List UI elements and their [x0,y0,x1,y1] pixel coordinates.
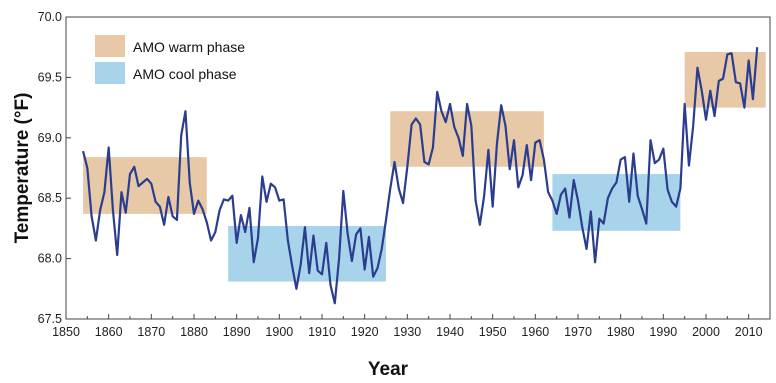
y-tick-label-68.5: 68.5 [38,191,62,205]
y-tick-label-68.0: 68.0 [38,252,62,266]
phase-box-warm-1 [83,157,207,214]
x-tick-label-1890: 1890 [223,325,251,339]
temperature-series-line [82,47,759,305]
y-axis: 67.5 68.0 68.5 69.0 69.5 70.0 [38,10,71,326]
x-tick-label-1910: 1910 [308,325,336,339]
y-tick-label-70.0: 70.0 [38,10,62,24]
x-axis: 1850 1860 1870 1880 1890 1900 1910 1920 1930 1940… [52,314,763,339]
x-axis-title: Year [368,359,409,380]
phase-periods [83,52,766,282]
legend-label-cool: AMO cool phase [133,66,237,82]
y-tick-label-69.0: 69.0 [38,131,62,145]
x-tick-label-1970: 1970 [564,325,592,339]
legend-swatch-cool [95,62,125,84]
x-tick-label-1950: 1950 [479,325,507,339]
x-tick-label-1990: 1990 [649,325,677,339]
x-tick-label-1930: 1930 [393,325,421,339]
x-tick-label-2010: 2010 [735,325,763,339]
y-tick-label-67.5: 67.5 [38,312,62,326]
x-tick-label-1850: 1850 [52,325,80,339]
plot-frame [65,16,771,320]
x-tick-label-2000: 2000 [692,325,720,339]
y-axis-title: Temperature (°F) [12,93,33,244]
phase-box-warm-3 [390,111,544,167]
legend-label-warm: AMO warm phase [133,39,245,55]
legend: AMO warm phase AMO cool phase [95,35,245,84]
y-tick-label-69.5: 69.5 [38,70,62,84]
x-tick-label-1960: 1960 [521,325,549,339]
x-tick-label-1870: 1870 [137,325,165,339]
x-tick-label-1980: 1980 [607,325,635,339]
x-tick-label-1880: 1880 [180,325,208,339]
legend-swatch-warm [95,35,125,57]
x-tick-label-1920: 1920 [351,325,379,339]
x-tick-label-1860: 1860 [95,325,123,339]
x-tick-label-1940: 1940 [436,325,464,339]
x-tick-label-1900: 1900 [265,325,293,339]
